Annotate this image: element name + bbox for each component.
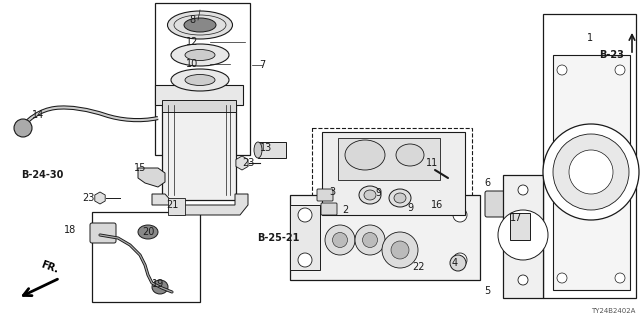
Circle shape <box>518 185 528 195</box>
Ellipse shape <box>396 144 424 166</box>
Ellipse shape <box>152 280 168 294</box>
Circle shape <box>355 225 385 255</box>
Circle shape <box>325 225 355 255</box>
Text: 3: 3 <box>329 187 335 197</box>
Bar <box>290 195 480 280</box>
Bar <box>92 212 200 302</box>
Circle shape <box>298 208 312 222</box>
Text: 5: 5 <box>484 286 490 296</box>
Text: 9: 9 <box>407 203 413 213</box>
Text: 6: 6 <box>484 178 490 188</box>
Text: 12: 12 <box>186 37 198 47</box>
Polygon shape <box>138 168 165 187</box>
Circle shape <box>453 208 467 222</box>
Text: B-23: B-23 <box>600 50 625 60</box>
Bar <box>322 132 465 215</box>
Circle shape <box>569 150 613 194</box>
Bar <box>312 128 472 220</box>
Circle shape <box>518 235 528 245</box>
FancyBboxPatch shape <box>90 223 116 243</box>
Circle shape <box>298 253 312 267</box>
Text: 14: 14 <box>32 110 44 120</box>
Bar <box>338 138 440 180</box>
FancyBboxPatch shape <box>321 203 337 215</box>
Circle shape <box>391 241 409 259</box>
Bar <box>510 213 530 240</box>
Circle shape <box>498 210 548 260</box>
Text: 23: 23 <box>82 193 94 203</box>
Ellipse shape <box>14 119 32 137</box>
Circle shape <box>615 273 625 283</box>
Text: 4: 4 <box>452 258 458 268</box>
Ellipse shape <box>185 50 215 60</box>
FancyBboxPatch shape <box>317 189 333 201</box>
Bar <box>155 85 243 105</box>
Ellipse shape <box>171 69 229 91</box>
Text: TY24B2402A: TY24B2402A <box>591 308 635 314</box>
Text: B-24-30: B-24-30 <box>21 170 63 180</box>
Text: 8: 8 <box>189 15 195 25</box>
Ellipse shape <box>171 44 229 66</box>
Ellipse shape <box>364 190 376 200</box>
Bar <box>162 100 236 200</box>
Bar <box>290 205 320 270</box>
Ellipse shape <box>359 186 381 204</box>
Ellipse shape <box>254 142 262 158</box>
Ellipse shape <box>345 140 385 170</box>
Text: 13: 13 <box>260 143 272 153</box>
Bar <box>553 55 630 290</box>
Text: 9: 9 <box>375 188 381 198</box>
Ellipse shape <box>168 11 232 39</box>
Circle shape <box>362 233 378 247</box>
Bar <box>168 198 185 215</box>
Circle shape <box>543 124 639 220</box>
Bar <box>162 100 236 112</box>
Text: 15: 15 <box>134 163 146 173</box>
Text: 1: 1 <box>587 33 593 43</box>
Text: 10: 10 <box>186 59 198 69</box>
Text: 20: 20 <box>142 227 154 237</box>
Text: 22: 22 <box>412 262 424 272</box>
Text: 11: 11 <box>426 158 438 168</box>
Ellipse shape <box>450 255 466 271</box>
Text: 18: 18 <box>64 225 76 235</box>
Text: 19: 19 <box>152 279 164 289</box>
Bar <box>155 3 250 155</box>
Circle shape <box>453 253 467 267</box>
FancyBboxPatch shape <box>485 191 507 217</box>
Bar <box>503 175 543 298</box>
Ellipse shape <box>389 189 411 207</box>
Text: 7: 7 <box>259 60 265 70</box>
Ellipse shape <box>138 225 158 239</box>
Polygon shape <box>152 194 248 215</box>
Circle shape <box>382 232 418 268</box>
Text: B-25-21: B-25-21 <box>257 233 299 243</box>
Text: 21: 21 <box>166 200 178 210</box>
Text: 17: 17 <box>510 213 522 223</box>
Ellipse shape <box>184 18 216 32</box>
Bar <box>543 14 636 298</box>
Circle shape <box>518 275 528 285</box>
Text: 23: 23 <box>242 158 254 168</box>
Text: FR.: FR. <box>40 260 60 275</box>
Bar <box>258 142 286 158</box>
Text: 2: 2 <box>342 205 348 215</box>
Circle shape <box>553 134 629 210</box>
Circle shape <box>333 233 348 247</box>
Circle shape <box>615 65 625 75</box>
Text: 16: 16 <box>431 200 443 210</box>
Circle shape <box>557 273 567 283</box>
Ellipse shape <box>394 193 406 203</box>
Ellipse shape <box>185 75 215 85</box>
Circle shape <box>557 65 567 75</box>
